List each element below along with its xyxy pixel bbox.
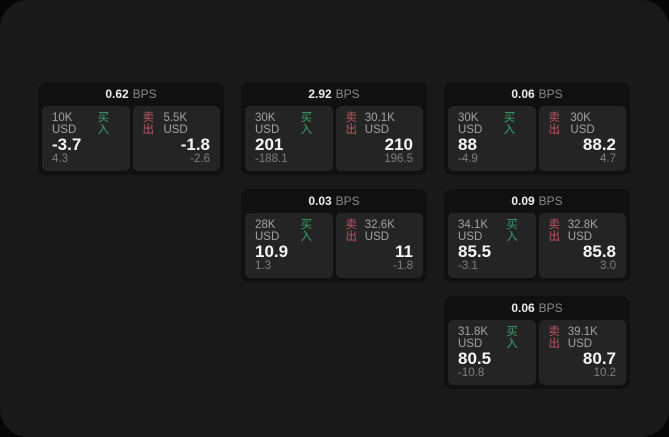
sell-price: 210 [384,135,413,155]
sell-delta: 4.7 [600,152,616,165]
buy-amount: 31.8K USD [458,326,489,350]
card-header: 0.62 BPS [38,82,224,106]
buy-delta: -188.1 [255,152,288,165]
buy-panel[interactable]: 28K USD 买入 10.9 1.3 [245,213,333,278]
sell-delta: -2.6 [190,152,210,165]
bps-value: 0.03 [308,194,332,208]
sell-price: 88.2 [582,135,616,155]
buy-price: 80.5 [458,349,492,369]
bps-unit: BPS [335,194,360,208]
buy-price: 10.9 [255,242,289,262]
buy-side-label: 买入 [300,112,313,136]
sell-amount: 5.5K USD [163,112,188,136]
buy-panel[interactable]: 10K USD 买入 -3.7 4.3 [42,106,130,171]
quote-card-grid: 0.62 BPS 10K USD 买入 -3.7 4.3 卖出 5.5K USD [38,82,630,389]
sell-amount: 39.1K USD [567,326,598,350]
buy-amount: 10K USD [52,112,77,136]
buy-price: 88 [458,135,477,155]
buy-side-label: 买入 [503,112,516,136]
sell-side-label: 卖出 [548,219,561,243]
buy-delta: 1.3 [255,259,271,272]
buy-delta: -10.8 [458,366,485,379]
bps-unit: BPS [538,301,563,315]
buy-amount: 34.1K USD [458,219,489,243]
buy-delta: -4.9 [458,152,478,165]
quote-card: 0.03 BPS 28K USD 买入 10.9 1.3 卖出 32.6K US… [241,189,427,282]
bps-value: 0.06 [511,301,535,315]
buy-panel[interactable]: 34.1K USD 买入 85.5 -3.1 [448,213,536,278]
quote-card: 0.62 BPS 10K USD 买入 -3.7 4.3 卖出 5.5K USD [38,82,224,175]
buy-amount: 30K USD [255,112,280,136]
sell-delta: 3.0 [600,259,616,272]
buy-panel[interactable]: 31.8K USD 买入 80.5 -10.8 [448,320,536,385]
sell-amount: 30.1K USD [364,112,395,136]
buy-panel[interactable]: 30K USD 买入 88 -4.9 [448,106,536,171]
buy-side-label: 买入 [300,219,313,243]
bps-unit: BPS [538,194,563,208]
sell-panel[interactable]: 卖出 5.5K USD -1.8 -2.6 [132,106,220,171]
buy-side-label: 买入 [506,326,518,350]
sell-price: 11 [395,242,413,262]
sell-panel[interactable]: 卖出 30.1K USD 210 196.5 [335,106,423,171]
buy-price: 85.5 [458,242,492,262]
bps-value: 0.09 [511,194,535,208]
sell-delta: 196.5 [384,152,413,165]
sell-price: 85.8 [582,242,616,262]
panels: 30K USD 买入 201 -188.1 卖出 30.1K USD 210 1… [241,106,427,175]
bps-unit: BPS [132,87,157,101]
sell-delta: -1.8 [393,259,413,272]
sell-amount: 30K USD [570,112,595,136]
sell-panel[interactable]: 卖出 30K USD 88.2 4.7 [538,106,626,171]
sell-panel[interactable]: 卖出 32.6K USD 11 -1.8 [335,213,423,278]
sell-panel[interactable]: 卖出 39.1K USD 80.7 10.2 [538,320,626,385]
panels: 28K USD 买入 10.9 1.3 卖出 32.6K USD 11 -1.8 [241,213,427,282]
sell-delta: 10.2 [593,366,616,379]
panels: 10K USD 买入 -3.7 4.3 卖出 5.5K USD -1.8 -2.… [38,106,224,175]
buy-panel[interactable]: 30K USD 买入 201 -188.1 [245,106,333,171]
quote-card: 2.92 BPS 30K USD 买入 201 -188.1 卖出 30.1K … [241,82,427,175]
sell-side-label: 卖出 [345,219,358,243]
buy-amount: 28K USD [255,219,280,243]
card-header: 0.06 BPS [444,296,630,320]
sell-side-label: 卖出 [548,112,561,136]
buy-delta: -3.1 [458,259,478,272]
quote-card: 0.06 BPS 31.8K USD 买入 80.5 -10.8 卖出 39.1… [444,296,630,389]
sell-panel[interactable]: 卖出 32.8K USD 85.8 3.0 [538,213,626,278]
buy-amount: 30K USD [458,112,483,136]
sell-price: 80.7 [582,349,616,369]
sell-price: -1.8 [180,135,210,155]
quote-card: 0.09 BPS 34.1K USD 买入 85.5 -3.1 卖出 32.8K… [444,189,630,282]
buy-side-label: 买入 [506,219,518,243]
bps-value: 0.62 [105,87,129,101]
buy-delta: 4.3 [52,152,68,165]
buy-price: 201 [255,135,284,155]
panels: 31.8K USD 买入 80.5 -10.8 卖出 39.1K USD 80.… [444,320,630,389]
sell-amount: 32.6K USD [364,219,395,243]
card-header: 2.92 BPS [241,82,427,106]
bps-value: 2.92 [308,87,332,101]
card-header: 0.06 BPS [444,82,630,106]
panels: 34.1K USD 买入 85.5 -3.1 卖出 32.8K USD 85.8… [444,213,630,282]
sell-side-label: 卖出 [345,112,358,136]
buy-price: -3.7 [52,135,82,155]
quote-card: 0.06 BPS 30K USD 买入 88 -4.9 卖出 30K USD [444,82,630,175]
sell-amount: 32.8K USD [567,219,598,243]
bps-unit: BPS [538,87,563,101]
panels: 30K USD 买入 88 -4.9 卖出 30K USD 88.2 4.7 [444,106,630,175]
buy-side-label: 买入 [97,112,110,136]
card-header: 0.09 BPS [444,189,630,213]
sell-side-label: 卖出 [548,326,561,350]
sell-side-label: 卖出 [142,112,155,136]
bps-value: 0.06 [511,87,535,101]
bps-unit: BPS [335,87,360,101]
card-header: 0.03 BPS [241,189,427,213]
